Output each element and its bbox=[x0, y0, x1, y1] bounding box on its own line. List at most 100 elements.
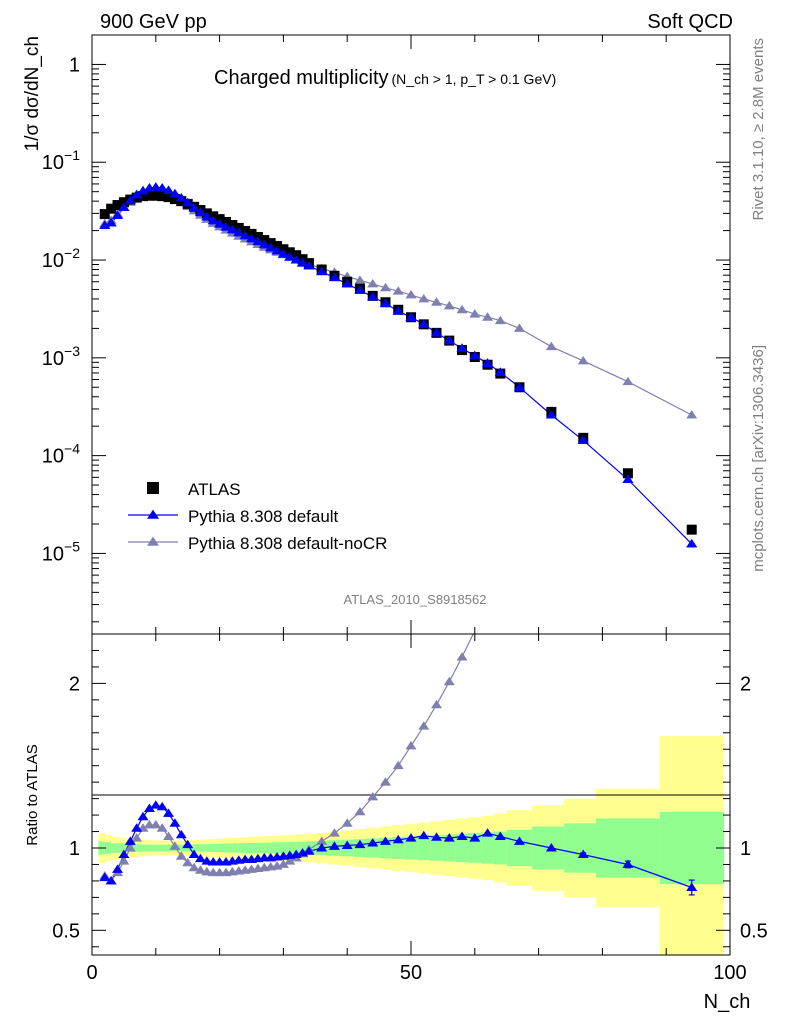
ratio-default-point bbox=[443, 833, 455, 842]
ratio-default-point bbox=[175, 829, 187, 839]
inner-band bbox=[117, 843, 125, 853]
ratio-uncertainty-bands bbox=[98, 736, 725, 955]
pythia-default-point bbox=[258, 239, 270, 249]
pythia-default-point bbox=[175, 193, 187, 202]
main-series-markers bbox=[99, 182, 698, 548]
ratio-default-point bbox=[341, 840, 353, 849]
inner-band bbox=[296, 841, 304, 855]
inner-band bbox=[596, 818, 661, 878]
atlas-point bbox=[144, 190, 155, 201]
legend-triangle-marker bbox=[147, 509, 159, 519]
ratio-nocr-point bbox=[443, 676, 455, 686]
pythia-default-point bbox=[169, 188, 181, 198]
pythia-default-point bbox=[271, 245, 283, 255]
pythia-default-point bbox=[513, 382, 525, 391]
ratio-x-tick-label: 50 bbox=[400, 962, 422, 984]
ratio-default-point bbox=[622, 859, 634, 868]
main-title: Charged multiplicity (N_ch > 1, p_T > 0.1… bbox=[214, 67, 556, 89]
ratio-default-point bbox=[303, 846, 315, 855]
pythia-default-point bbox=[99, 220, 111, 230]
pythia-default-point bbox=[431, 327, 443, 337]
pythia-nocr-point bbox=[622, 376, 634, 386]
ratio-y-tick-labels: 0.5 0.5 1 1 2 2 bbox=[52, 673, 768, 942]
inner-band bbox=[225, 843, 233, 853]
pythia-default-point bbox=[246, 233, 257, 243]
pythia-default-point bbox=[456, 343, 468, 352]
pythia-nocr-point bbox=[513, 323, 525, 332]
ratio-default-point bbox=[367, 838, 379, 847]
legend-entry: Pythia 8.308 default-noCR bbox=[128, 534, 387, 553]
inner-band bbox=[481, 832, 495, 864]
ratio-nocr-point bbox=[188, 862, 200, 872]
rivet-label: Rivet 3.1.10, ≥ 2.8M events bbox=[750, 38, 767, 221]
ratio-default-point bbox=[354, 839, 366, 849]
pythia-nocr-point bbox=[379, 282, 391, 292]
inner-band bbox=[136, 844, 144, 852]
main-series-line bbox=[104, 191, 692, 416]
ratio-default-point bbox=[392, 834, 404, 844]
pythia-default-point bbox=[226, 225, 238, 234]
inner-band bbox=[111, 843, 119, 853]
ratio-plot: 0.5 0.5 1 1 2 2 0 50 100 Ratio to ATLAS N_ch bbox=[24, 633, 768, 1013]
ratio-x-tick-labels: 0 50 100 bbox=[86, 962, 746, 984]
ratio-default-point bbox=[143, 803, 155, 812]
x-axis-label: N_ch bbox=[704, 991, 751, 1013]
ratio-nocr-point bbox=[341, 818, 353, 827]
ratio-default-point bbox=[182, 839, 194, 849]
pythia-default-point bbox=[443, 335, 455, 345]
ratio-nocr-point bbox=[367, 792, 379, 801]
atlas-point bbox=[220, 216, 231, 227]
pythia-default-point bbox=[316, 266, 328, 276]
atlas-point bbox=[686, 524, 697, 535]
ratio-default-point bbox=[156, 801, 168, 811]
pythia-default-point bbox=[277, 249, 289, 258]
header-right: Soft QCD bbox=[647, 11, 733, 33]
main-y-tick-label: 10−3 bbox=[42, 343, 80, 370]
legend-square-marker bbox=[147, 482, 159, 494]
ratio-axis-ticks bbox=[91, 634, 731, 955]
inner-band bbox=[659, 811, 725, 885]
ratio-default-point bbox=[379, 836, 391, 845]
ratio-default-point bbox=[494, 831, 506, 840]
ratio-default-point bbox=[545, 843, 557, 852]
pythia-default-point bbox=[379, 298, 391, 307]
inner-band bbox=[283, 842, 291, 854]
ratio-default-point bbox=[163, 808, 175, 817]
atlas-point bbox=[214, 214, 225, 225]
pythia-nocr-point bbox=[686, 410, 698, 419]
pythia-default-point bbox=[188, 203, 200, 212]
inner-band bbox=[143, 844, 150, 852]
inner-band bbox=[417, 835, 431, 861]
ratio-y-tick-label-right: 0.5 bbox=[740, 920, 768, 942]
legend: ATLAS Pythia 8.308 default Pythia 8.308 de… bbox=[128, 480, 387, 553]
pythia-default-point bbox=[150, 182, 162, 191]
ratio-y-tick-label-left: 1 bbox=[69, 838, 80, 860]
pythia-default-point bbox=[182, 197, 194, 207]
atlas-point bbox=[138, 191, 149, 202]
pythia-default-point bbox=[207, 215, 219, 225]
ratio-default-point bbox=[513, 836, 525, 845]
inner-band bbox=[455, 833, 469, 863]
pythia-default-point bbox=[239, 230, 251, 240]
main-y-tick-label: 10−4 bbox=[42, 441, 80, 468]
atlas-point bbox=[157, 191, 168, 202]
ratio-default-point bbox=[418, 830, 430, 840]
pythia-default-point bbox=[156, 183, 168, 192]
ratio-default-point bbox=[456, 831, 468, 840]
ratio-nocr-point bbox=[456, 652, 468, 661]
pythia-default-point bbox=[545, 410, 557, 419]
pythia-default-point bbox=[290, 255, 302, 264]
inner-band bbox=[430, 835, 444, 861]
inner-band bbox=[130, 844, 138, 852]
ratio-default-point bbox=[112, 864, 124, 873]
pythia-default-point bbox=[303, 260, 315, 270]
pythia-default-point bbox=[482, 358, 494, 367]
pythia-default-point bbox=[284, 252, 296, 261]
inner-band bbox=[251, 842, 259, 854]
ratio-nocr-point bbox=[354, 806, 366, 816]
pythia-nocr-point bbox=[545, 341, 557, 351]
inner-band bbox=[104, 842, 112, 854]
pythia-nocr-point bbox=[443, 300, 455, 310]
pythia-default-point bbox=[252, 236, 264, 246]
pythia-default-point bbox=[354, 285, 366, 294]
